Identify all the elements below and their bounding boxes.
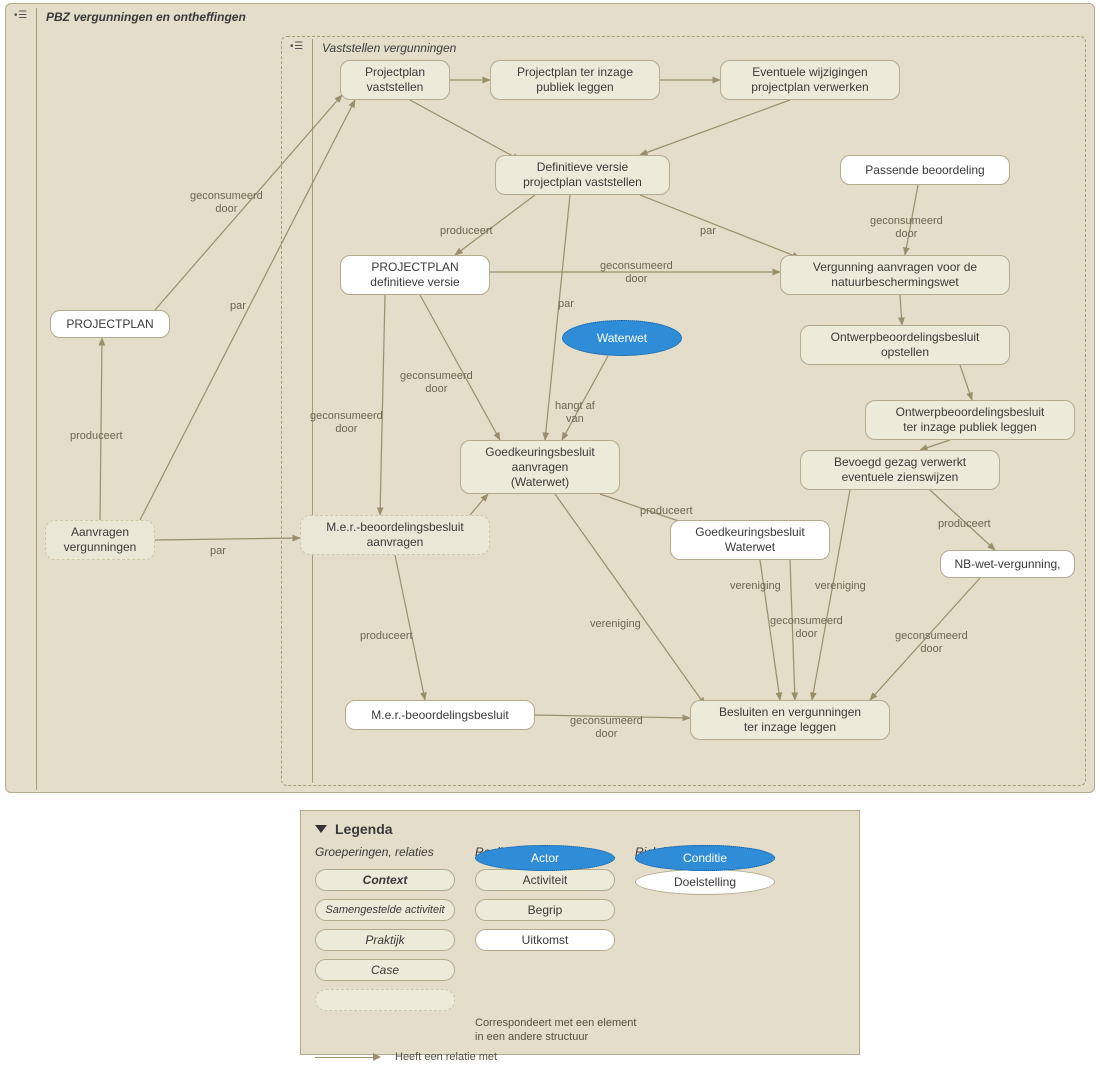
node-nb_wet[interactable]: NB-wet-vergunning, bbox=[940, 550, 1075, 578]
node-pp_vaststellen[interactable]: Projectplan vaststellen bbox=[340, 60, 450, 100]
edge-label-21: produceert bbox=[640, 505, 693, 518]
outer-collapse-handle[interactable]: • ☰ bbox=[14, 10, 26, 21]
node-wijzigingen[interactable]: Eventuele wijzigingen projectplan verwer… bbox=[720, 60, 900, 100]
outer-panel: • ☰ PBZ vergunningen en ontheffingen • ☰… bbox=[5, 3, 1095, 793]
legend-swatch-actor: Actor bbox=[475, 845, 615, 871]
legend-title-text: Legenda bbox=[335, 821, 393, 837]
legend-panel: Legenda Groeperingen, relaties Context S… bbox=[300, 810, 860, 1055]
node-bevoegd_gezag[interactable]: Bevoegd gezag verwerkt eventuele zienswi… bbox=[800, 450, 1000, 490]
edge-label-24: geconsumeerd door bbox=[770, 615, 843, 640]
edge-label-8: produceert bbox=[440, 225, 493, 238]
edge-label-3: geconsumeerd door bbox=[190, 190, 263, 215]
legend-swatch-dashed bbox=[315, 989, 455, 1011]
edge-label-9: par bbox=[700, 225, 716, 238]
inner-collapse-handle[interactable]: • ☰ bbox=[290, 41, 302, 52]
legend-swatch-praktijk: Praktijk bbox=[315, 929, 455, 951]
legend-swatch-doelstelling: Doelstelling bbox=[635, 869, 775, 895]
edge-label-14: geconsumeerd door bbox=[600, 260, 673, 285]
edge-label-26: produceert bbox=[360, 630, 413, 643]
node-mer_aanv[interactable]: M.e.r.-beoordelingsbesluit aanvragen bbox=[300, 515, 490, 555]
legend-swatch-case: Case bbox=[315, 959, 455, 981]
node-besluiten_inzage[interactable]: Besluiten en vergunningen ter inzage leg… bbox=[690, 700, 890, 740]
edge-label-2: par bbox=[210, 545, 226, 558]
legend-swatch-samengestelde: Samengestelde activiteit bbox=[315, 899, 455, 921]
edge-label-22: vereniging bbox=[590, 618, 641, 631]
legend-swatch-uitkomst: Uitkomst bbox=[475, 929, 615, 951]
diagram-canvas: • ☰ PBZ vergunningen en ontheffingen • ☰… bbox=[0, 0, 1100, 1065]
edge-label-15: hangt af van bbox=[555, 400, 595, 425]
legend-col1-title: Groeperingen, relaties bbox=[315, 845, 455, 859]
legend-arrow-icon bbox=[315, 1052, 385, 1062]
node-vergunning_aanv[interactable]: Vergunning aanvragen voor de natuurbesch… bbox=[780, 255, 1010, 295]
outer-panel-title: PBZ vergunningen en ontheffingen bbox=[46, 10, 246, 24]
legend-swatch-begrip: Begrip bbox=[475, 899, 615, 921]
inner-panel-title: Vaststellen vergunningen bbox=[322, 41, 456, 55]
node-goedkeuring_ww[interactable]: Goedkeuringsbesluit Waterwet bbox=[670, 520, 830, 560]
edge-label-19: produceert bbox=[938, 518, 991, 531]
legend-swatch-activiteit: Activiteit bbox=[475, 869, 615, 891]
node-waterwet[interactable]: Waterwet bbox=[562, 320, 682, 356]
node-ontwerp_inzage[interactable]: Ontwerpbeoordelingsbesluit ter inzage pu… bbox=[865, 400, 1075, 440]
node-ontwerp_opstellen[interactable]: Ontwerpbeoordelingsbesluit opstellen bbox=[800, 325, 1010, 365]
edge-label-25: geconsumeerd door bbox=[895, 630, 968, 655]
node-mer_besluit[interactable]: M.e.r.-beoordelingsbesluit bbox=[345, 700, 535, 730]
outer-separator bbox=[36, 8, 37, 790]
edge-label-23: vereniging bbox=[730, 580, 781, 593]
node-passende[interactable]: Passende beoordeling bbox=[840, 155, 1010, 185]
edge-label-11: geconsumeerd door bbox=[870, 215, 943, 240]
node-pp_def_versie[interactable]: PROJECTPLAN definitieve versie bbox=[340, 255, 490, 295]
edge-label-12: geconsumeerd door bbox=[400, 370, 473, 395]
node-goedkeuring_aanv[interactable]: Goedkeuringsbesluit aanvragen (Waterwet) bbox=[460, 440, 620, 494]
legend-swatch-context: Context bbox=[315, 869, 455, 891]
legend-collapse-icon[interactable] bbox=[315, 825, 327, 833]
legend-col-realisatie: Realisatie Actor Activiteit Begrip Uitko… bbox=[475, 845, 615, 1011]
legend-col-richtinggevers: Richtinggevers Randvoorwaarde Conditie D… bbox=[635, 845, 775, 1011]
node-projectplan[interactable]: PROJECTPLAN bbox=[50, 310, 170, 338]
legend-title: Legenda bbox=[315, 821, 845, 837]
node-pp_ter_inzage[interactable]: Projectplan ter inzage publiek leggen bbox=[490, 60, 660, 100]
edge-label-0: produceert bbox=[70, 430, 123, 443]
edge-label-28: geconsumeerd door bbox=[570, 715, 643, 740]
node-aanvragen[interactable]: Aanvragen vergunningen bbox=[45, 520, 155, 560]
legend-col-groeperingen: Groeperingen, relaties Context Samengest… bbox=[315, 845, 455, 1011]
edge-label-10: par bbox=[558, 298, 574, 311]
legend-swatch-conditie: Conditie bbox=[635, 845, 775, 871]
legend-dashed-note: Correspondeert met een element in een an… bbox=[475, 1017, 636, 1045]
legend-arrow-note: Heeft een relatie met bbox=[395, 1051, 497, 1065]
node-def_vaststellen[interactable]: Definitieve versie projectplan vaststell… bbox=[495, 155, 670, 195]
edge-label-13: geconsumeerd door bbox=[310, 410, 383, 435]
edge-label-1: par bbox=[230, 300, 246, 313]
edge-label-20: vereniging bbox=[815, 580, 866, 593]
